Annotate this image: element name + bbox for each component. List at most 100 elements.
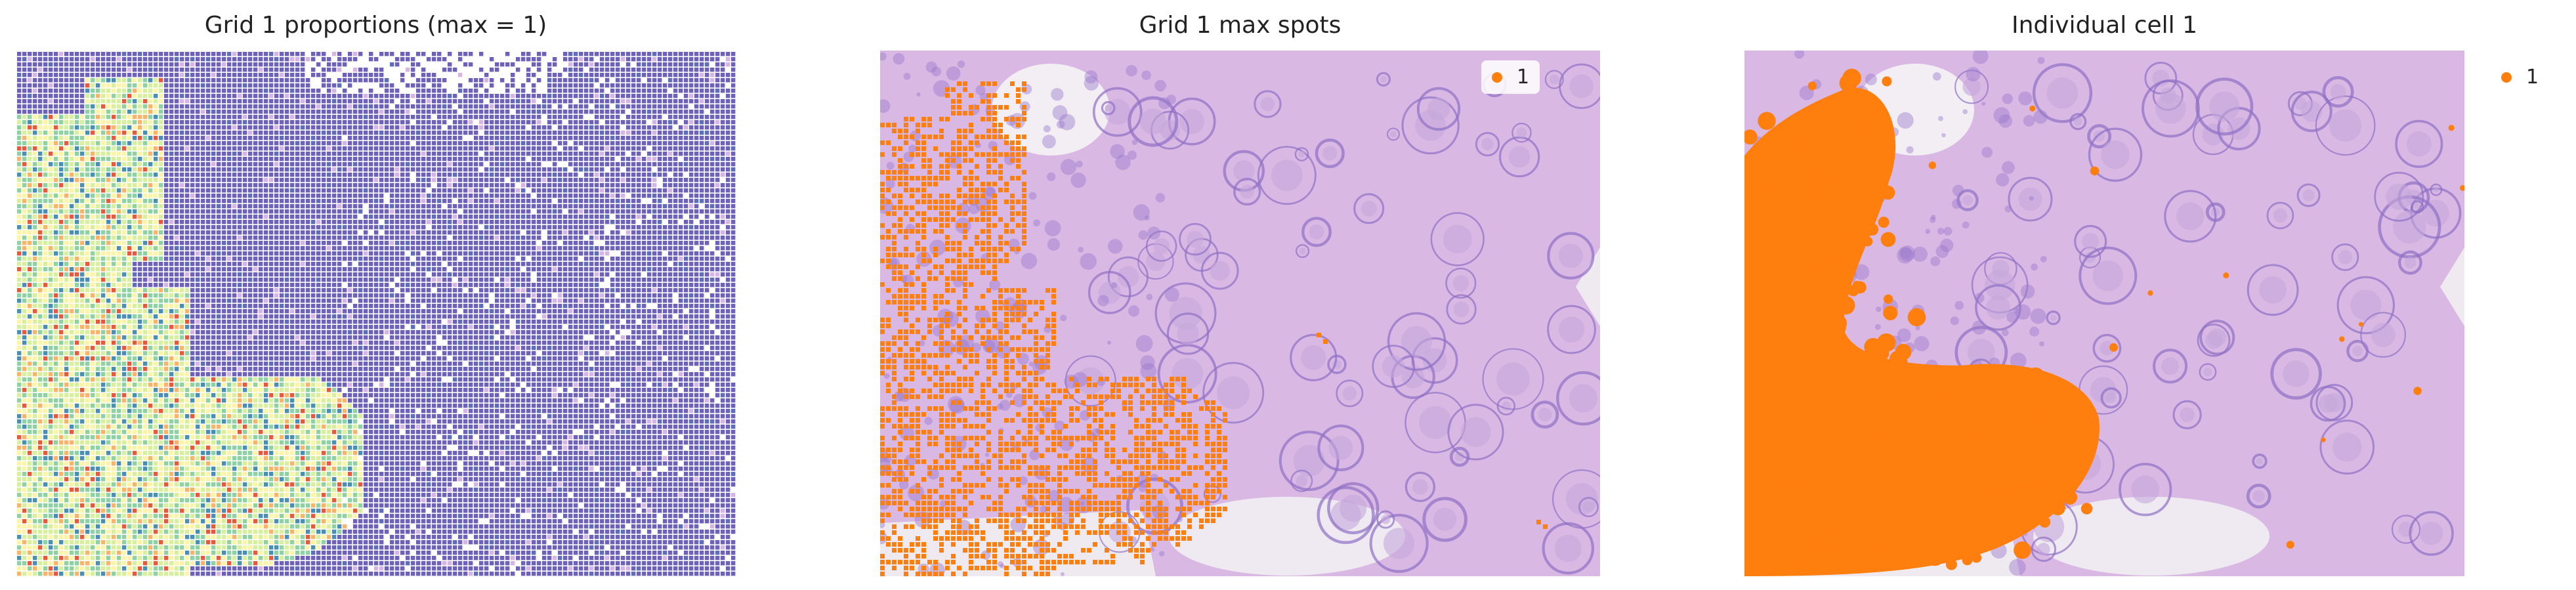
proportion-spot <box>668 94 673 98</box>
proportion-spot <box>631 167 636 172</box>
proportion-spot <box>448 125 452 130</box>
proportion-spot <box>521 157 526 161</box>
proportion-spot <box>290 178 295 182</box>
proportion-spot <box>196 83 200 88</box>
proportion-spot <box>694 188 699 193</box>
proportion-spot <box>332 204 337 209</box>
proportion-spot <box>726 62 730 67</box>
proportion-spot <box>595 167 599 172</box>
proportion-spot <box>280 230 284 235</box>
proportion-spot <box>196 204 200 209</box>
proportion-spot <box>290 94 295 98</box>
proportion-spot <box>75 152 79 156</box>
proportion-spot <box>311 251 316 256</box>
proportion-spot <box>85 68 90 72</box>
proportion-spot <box>227 83 232 88</box>
proportion-spot <box>642 162 646 167</box>
proportion-spot <box>138 236 142 240</box>
proportion-spot <box>154 199 158 203</box>
proportion-spot <box>700 73 704 77</box>
proportion-spot <box>295 62 300 67</box>
proportion-spot <box>511 162 515 167</box>
proportion-spot <box>22 173 27 177</box>
proportion-spot <box>243 183 247 188</box>
proportion-spot <box>700 57 704 62</box>
proportion-spot <box>28 146 32 151</box>
proportion-spot <box>463 152 468 156</box>
proportion-spot <box>474 141 478 146</box>
proportion-spot <box>411 83 415 88</box>
proportion-spot <box>458 183 463 188</box>
proportion-spot <box>274 194 279 198</box>
proportion-spot <box>705 230 709 235</box>
proportion-spot <box>516 167 520 172</box>
proportion-spot <box>490 225 494 230</box>
proportion-spot <box>511 94 515 98</box>
proportion-spot <box>658 62 662 67</box>
proportion-spot <box>127 89 132 93</box>
proportion-spot <box>143 131 148 135</box>
proportion-spot <box>122 220 127 224</box>
proportion-spot <box>521 125 526 130</box>
proportion-spot <box>112 209 116 214</box>
proportion-spot <box>374 183 379 188</box>
proportion-spot <box>259 183 263 188</box>
proportion-spot <box>385 120 389 125</box>
proportion-spot <box>500 115 505 119</box>
proportion-spot <box>290 99 295 104</box>
proportion-spot <box>43 230 48 235</box>
proportion-spot <box>406 178 410 182</box>
proportion-spot <box>563 220 568 224</box>
proportion-spot <box>453 141 457 146</box>
proportion-spot <box>59 183 64 188</box>
proportion-spot <box>689 152 694 156</box>
proportion-spot <box>694 131 699 135</box>
proportion-spot <box>227 194 232 198</box>
proportion-spot <box>264 188 268 193</box>
proportion-spot <box>658 215 662 219</box>
proportion-spot <box>511 215 515 219</box>
proportion-spot <box>190 78 195 83</box>
proportion-spot <box>579 251 583 256</box>
proportion-spot <box>285 230 289 235</box>
proportion-spot <box>127 120 132 125</box>
proportion-spot <box>484 141 489 146</box>
proportion-spot <box>106 73 111 77</box>
proportion-spot <box>537 188 541 193</box>
proportion-spot <box>390 162 394 167</box>
proportion-spot <box>175 152 179 156</box>
proportion-spot <box>154 209 158 214</box>
proportion-spot <box>379 194 384 198</box>
proportion-spot <box>637 183 641 188</box>
proportion-spot <box>416 157 421 161</box>
proportion-spot <box>474 236 478 240</box>
proportion-spot <box>54 99 58 104</box>
proportion-spot <box>626 162 631 167</box>
proportion-spot <box>595 173 599 177</box>
proportion-spot <box>642 230 646 235</box>
proportion-spot <box>117 183 121 188</box>
proportion-spot <box>374 194 379 198</box>
proportion-spot <box>563 146 568 151</box>
proportion-spot <box>337 141 342 146</box>
proportion-spot <box>484 146 489 151</box>
proportion-spot <box>106 209 111 214</box>
proportion-spot <box>64 131 69 135</box>
proportion-spot <box>505 204 510 209</box>
proportion-spot <box>243 230 247 235</box>
proportion-spot <box>379 251 384 256</box>
proportion-spot <box>175 220 179 224</box>
proportion-spot <box>605 73 610 77</box>
proportion-spot <box>148 62 153 67</box>
proportion-spot <box>495 146 499 151</box>
proportion-spot <box>484 173 489 177</box>
proportion-spot <box>537 157 541 161</box>
proportion-spot <box>106 136 111 140</box>
proportion-spot <box>474 83 478 88</box>
proportion-spot <box>684 68 688 72</box>
proportion-spot <box>726 183 730 188</box>
proportion-spot <box>584 188 589 193</box>
proportion-spot <box>190 173 195 177</box>
proportion-spot <box>243 99 247 104</box>
proportion-spot <box>479 125 484 130</box>
